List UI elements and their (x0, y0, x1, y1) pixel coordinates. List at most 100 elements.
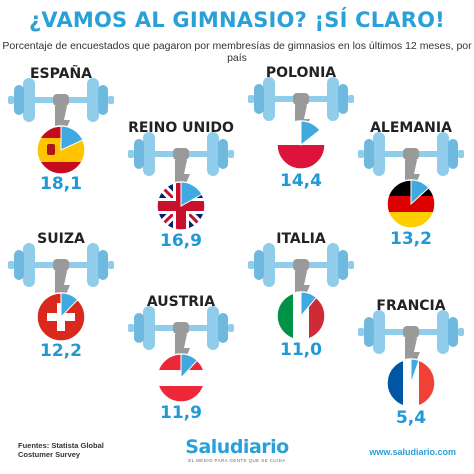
barbell-plate-outer-right (218, 313, 228, 343)
arm-bolt (175, 160, 190, 200)
barbell-end-right (108, 261, 114, 269)
value-label: 16,9 (160, 231, 202, 251)
barbell-plate-outer-left (134, 139, 144, 169)
brand-logo: Saludiario (185, 436, 289, 458)
value-label: 18,1 (40, 174, 82, 194)
barbell-plate-outer-left (364, 139, 374, 169)
barbell-plate-outer-left (14, 250, 24, 280)
barbell-plate-left (263, 243, 275, 287)
barbell-plate-outer-right (338, 250, 348, 280)
value-label: 14,4 (280, 171, 322, 191)
barbell-plate-left (373, 132, 385, 176)
barbell-end-right (108, 96, 114, 104)
arm-bolt (55, 271, 70, 311)
barbell-plate-right (87, 78, 99, 122)
country-label: ITALIA (276, 231, 326, 247)
barbell-end-left (248, 261, 254, 269)
barbell-plate-outer-left (364, 317, 374, 347)
flag-band (277, 292, 293, 340)
barbell-plate-left (23, 78, 35, 122)
page-subtitle: Porcentaje de encuestados que pagaron po… (2, 40, 472, 64)
barbell-end-left (8, 96, 14, 104)
barbell-end-left (128, 150, 134, 158)
barbell-plate-right (327, 243, 339, 287)
source-line-2: Costumer Survey (18, 450, 81, 459)
barbell-end-left (128, 324, 134, 332)
barbell-end-left (8, 261, 14, 269)
country-panel: FRANCIA 5,4 (358, 298, 464, 428)
page-title: ¿VAMOS AL GIMNASIO? ¡SÍ CLARO! (29, 8, 445, 32)
barbell-plate-outer-left (254, 250, 264, 280)
country-label: ALEMANIA (370, 120, 452, 136)
fist (293, 259, 309, 271)
pie-slice (60, 292, 79, 319)
barbell-plate-outer-right (98, 250, 108, 280)
barbell-plate-outer-right (98, 85, 108, 115)
website-link[interactable]: www.saludiario.com (369, 447, 456, 457)
country-panel: REINO UNIDO 16,9 (128, 120, 234, 251)
fist (53, 94, 69, 106)
value-label: 11,0 (280, 340, 322, 360)
barbell-plate-outer-right (338, 84, 348, 114)
flag-emblem (47, 144, 55, 155)
value-label: 13,2 (390, 229, 432, 249)
fist (173, 322, 189, 334)
barbell-plate-right (207, 132, 219, 176)
pie-slice (410, 179, 430, 206)
flag-band (387, 212, 435, 228)
brand-tagline: EL MEDIO PARA GENTE QUE SE CUIDA (188, 458, 286, 463)
fist (173, 148, 189, 160)
country-panel: POLONIA 14,4 (248, 65, 354, 191)
barbell-end-right (228, 324, 234, 332)
country-panel: SUIZA 12,2 (8, 231, 114, 361)
country-label: SUIZA (37, 231, 85, 247)
country-panel: ITALIA 11,0 (248, 231, 354, 360)
country-panel: ALEMANIA 13,2 (358, 120, 464, 249)
country-panel: AUSTRIA 11,9 (128, 294, 234, 423)
barbell-plate-outer-left (14, 85, 24, 115)
barbell-end-right (458, 328, 464, 336)
country-label: POLONIA (266, 65, 336, 81)
barbell-plate-right (437, 132, 449, 176)
barbell-plate-right (437, 310, 449, 354)
barbell-plate-right (87, 243, 99, 287)
value-label: 5,4 (396, 408, 426, 428)
arm-bolt (295, 271, 310, 311)
arm-bolt (405, 338, 420, 378)
barbell-plate-outer-right (448, 139, 458, 169)
value-label: 12,2 (40, 341, 82, 361)
country-panel: ESPAÑA 18,1 (8, 65, 114, 194)
country-label: ESPAÑA (30, 65, 92, 82)
barbell-end-right (348, 95, 354, 103)
barbell-end-left (248, 95, 254, 103)
pie-slice (300, 291, 318, 318)
barbell-plate-left (23, 243, 35, 287)
pie-slice (180, 181, 203, 207)
pie-slice (300, 120, 321, 147)
source-note: Fuentes: Statista Global Costumer Survey (18, 441, 104, 459)
pie-slice (180, 353, 199, 380)
country-label: REINO UNIDO (128, 120, 234, 136)
barbell-plate-left (263, 77, 275, 121)
country-label: FRANCIA (376, 298, 445, 314)
pie-slice (410, 358, 420, 384)
barbell-plate-outer-right (448, 317, 458, 347)
barbell-plate-outer-left (134, 313, 144, 343)
barbell-plate-left (143, 306, 155, 350)
barbell-end-right (228, 150, 234, 158)
barbell-plate-right (327, 77, 339, 121)
country-label: AUSTRIA (147, 294, 215, 310)
barbell-plate-outer-left (254, 84, 264, 114)
flag-band (419, 359, 435, 407)
barbell-end-right (348, 261, 354, 269)
fist (293, 93, 309, 105)
barbell-end-left (358, 150, 364, 158)
fist (403, 148, 419, 160)
pie-slice (60, 125, 84, 151)
barbell-end-right (458, 150, 464, 158)
value-label: 11,9 (160, 403, 202, 423)
barbell-plate-right (207, 306, 219, 350)
fist (53, 259, 69, 271)
barbell-plate-outer-right (218, 139, 228, 169)
